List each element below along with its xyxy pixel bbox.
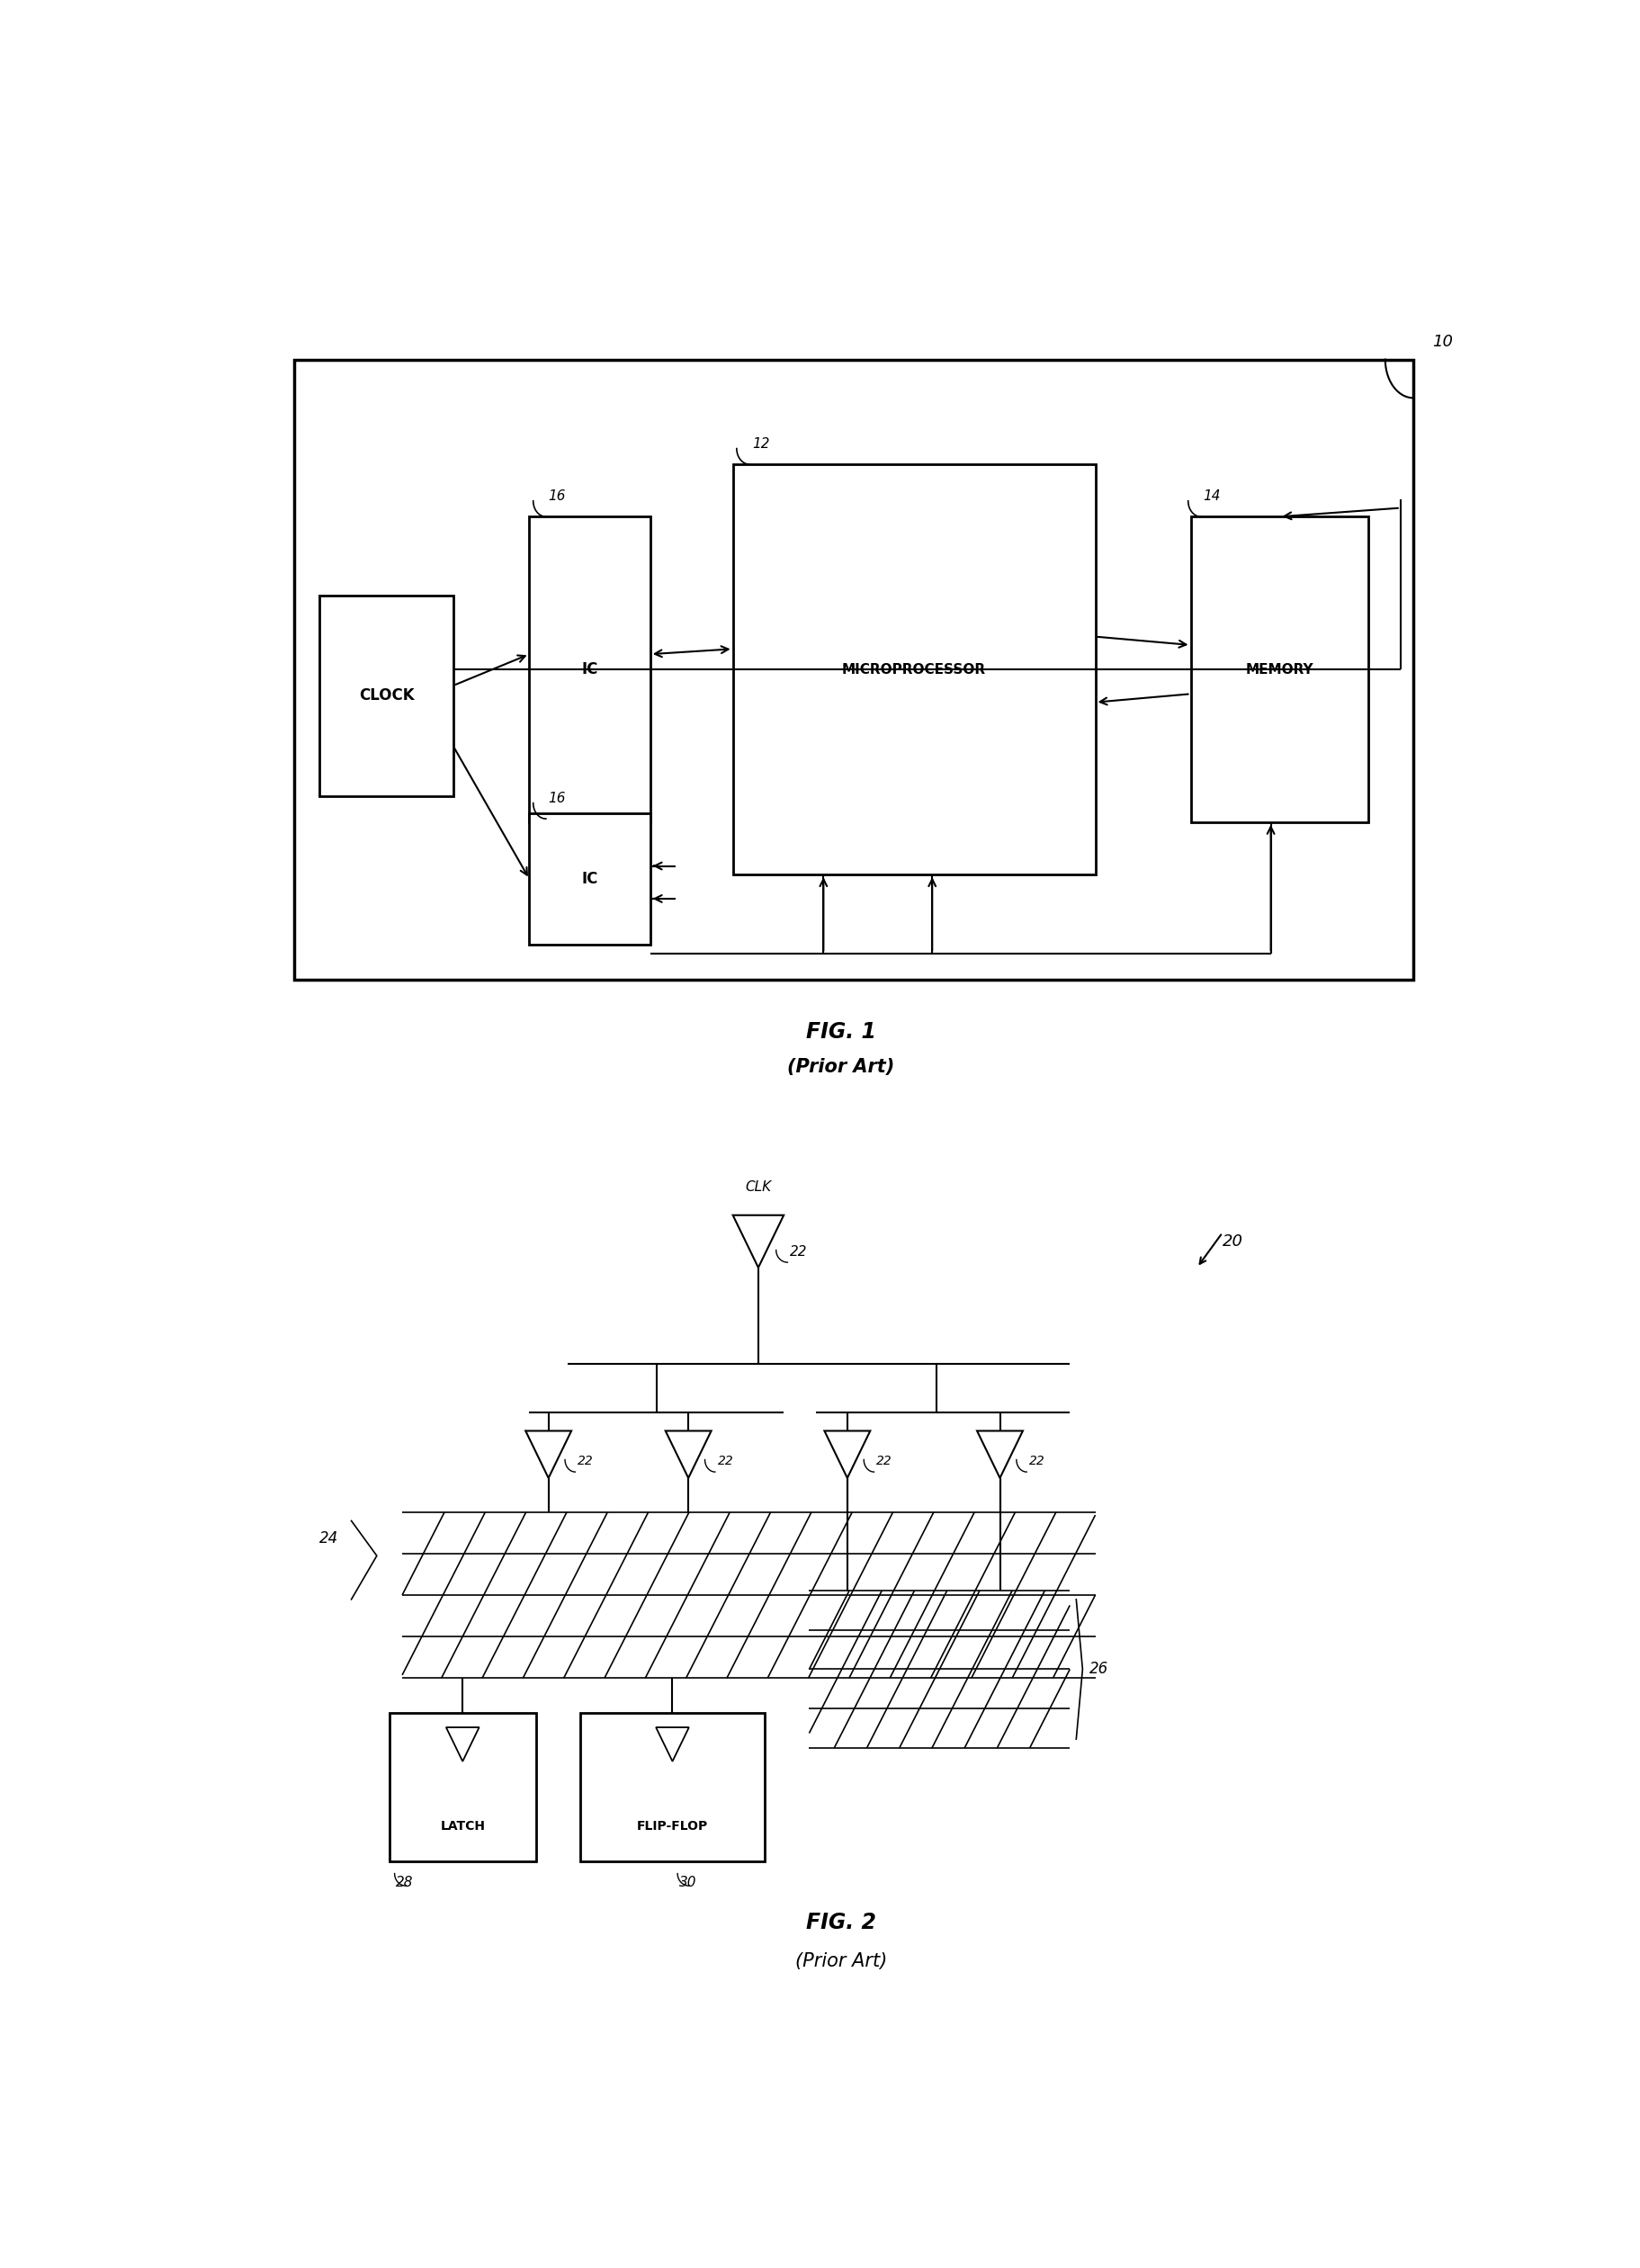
Text: 16: 16 bbox=[548, 792, 566, 805]
Text: FLIP-FLOP: FLIP-FLOP bbox=[636, 1821, 708, 1833]
Text: 20: 20 bbox=[1222, 1234, 1243, 1250]
Bar bbox=[581, 1712, 764, 1862]
Bar bbox=[294, 358, 1412, 980]
Text: FIG. 2: FIG. 2 bbox=[805, 1912, 876, 1932]
Text: IC: IC bbox=[581, 662, 597, 678]
Text: 30: 30 bbox=[679, 1876, 695, 1889]
Text: IC: IC bbox=[581, 871, 597, 887]
Text: MEMORY: MEMORY bbox=[1245, 662, 1314, 676]
Bar bbox=[530, 814, 649, 943]
Text: 22: 22 bbox=[1028, 1456, 1045, 1467]
Text: 22: 22 bbox=[876, 1456, 892, 1467]
Bar bbox=[389, 1712, 536, 1862]
Bar bbox=[320, 594, 453, 796]
Text: MICROPROCESSOR: MICROPROCESSOR bbox=[841, 662, 986, 676]
Text: 26: 26 bbox=[1089, 1660, 1107, 1678]
Text: CLOCK: CLOCK bbox=[359, 687, 413, 703]
Text: 22: 22 bbox=[790, 1245, 807, 1259]
Text: 12: 12 bbox=[751, 438, 769, 451]
Text: CLK: CLK bbox=[745, 1182, 771, 1195]
Text: (Prior Art): (Prior Art) bbox=[787, 1057, 894, 1075]
Text: 22: 22 bbox=[577, 1456, 594, 1467]
Text: 22: 22 bbox=[717, 1456, 733, 1467]
Text: FIG. 1: FIG. 1 bbox=[805, 1021, 876, 1043]
Text: 28: 28 bbox=[395, 1876, 413, 1889]
Text: 24: 24 bbox=[320, 1531, 338, 1547]
Text: LATCH: LATCH bbox=[440, 1821, 485, 1833]
Bar bbox=[1191, 517, 1368, 823]
Text: (Prior Art): (Prior Art) bbox=[794, 1953, 887, 1971]
Text: 14: 14 bbox=[1202, 490, 1220, 503]
Bar bbox=[530, 517, 649, 823]
Text: 10: 10 bbox=[1432, 333, 1451, 349]
Text: 16: 16 bbox=[548, 490, 566, 503]
Bar bbox=[733, 465, 1096, 875]
